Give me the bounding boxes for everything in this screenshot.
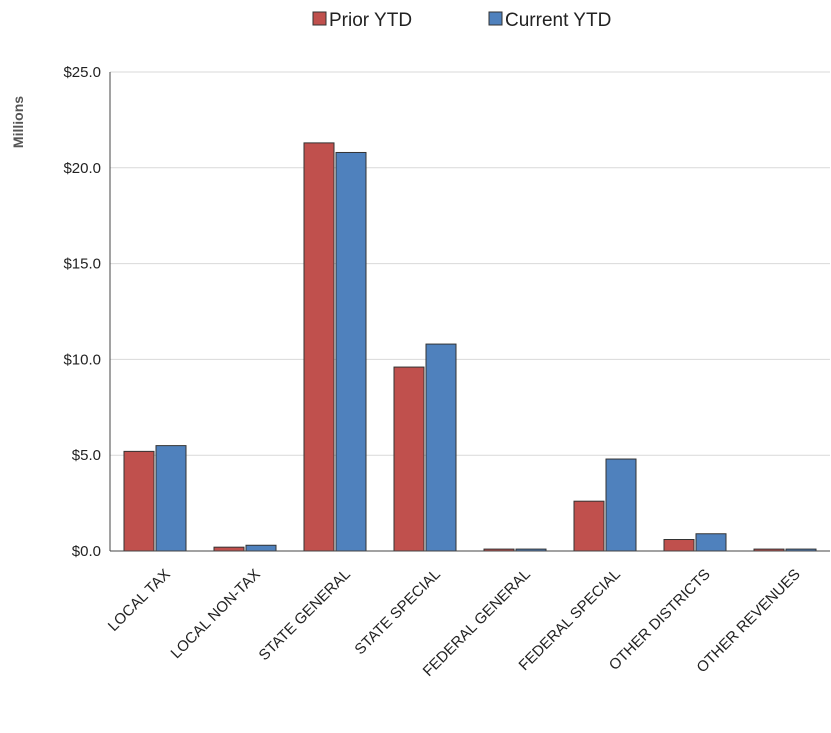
y-tick-label: $15.0 xyxy=(63,256,101,273)
y-axis-title: Millions xyxy=(10,96,26,148)
x-category-label: LOCAL NON-TAX xyxy=(168,566,264,662)
legend-label-prior-ytd: Prior YTD xyxy=(329,10,412,31)
x-category-label: FEDERAL SPECIAL xyxy=(516,566,624,674)
bar-current-state-general xyxy=(335,151,367,552)
bar-current-local-non-tax xyxy=(245,544,277,552)
bar-current-local-tax xyxy=(155,445,187,552)
bar-current-federal-special xyxy=(605,458,637,552)
gridlines xyxy=(110,71,830,456)
y-axis-ticks: $0.0 $5.0 $10.0 $15.0 $20.0 $25.0 xyxy=(63,64,101,560)
x-category-label: LOCAL TAX xyxy=(105,566,174,635)
y-tick-label: $25.0 xyxy=(63,64,101,81)
legend: Prior YTD Current YTD xyxy=(312,10,611,31)
bar-prior-local-tax xyxy=(123,450,155,552)
x-category-label: STATE SPECIAL xyxy=(351,566,443,658)
x-category-label: STATE GENERAL xyxy=(256,566,354,664)
bar-current-state-special xyxy=(425,343,457,552)
y-tick-label: $20.0 xyxy=(63,160,101,177)
bar-prior-local-non-tax xyxy=(213,546,245,552)
legend-swatch-current-ytd xyxy=(488,11,503,26)
bar-prior-state-general xyxy=(303,142,335,552)
y-tick-label: $0.0 xyxy=(72,543,101,560)
bars xyxy=(123,142,817,552)
y-tick-label: $10.0 xyxy=(63,351,101,368)
x-category-label: OTHER DISTRICTS xyxy=(606,566,714,674)
bar-current-other-districts xyxy=(695,533,727,552)
bar-prior-state-special xyxy=(393,366,425,552)
bar-prior-other-districts xyxy=(663,539,695,552)
y-tick-label: $5.0 xyxy=(72,447,101,464)
bar-prior-federal-special xyxy=(573,500,605,552)
x-category-label: OTHER REVENUES xyxy=(693,566,803,676)
legend-swatch-prior-ytd xyxy=(312,11,327,26)
legend-label-current-ytd: Current YTD xyxy=(505,10,611,31)
